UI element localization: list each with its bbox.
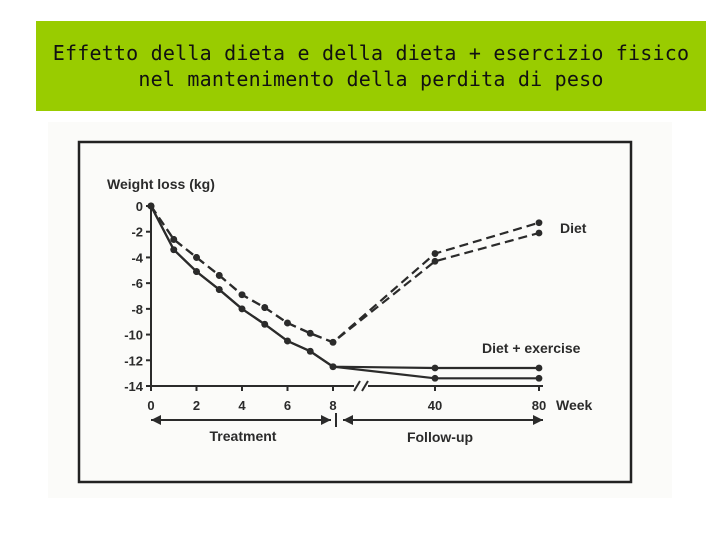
series-line-3 bbox=[150, 205, 539, 370]
chart-frame bbox=[77, 140, 633, 484]
x-tick-label: 4 bbox=[238, 398, 246, 413]
series-2-point bbox=[535, 219, 543, 227]
axis-break-mark bbox=[361, 380, 369, 392]
series-2-point bbox=[431, 250, 439, 257]
x-tick-label: 0 bbox=[147, 398, 154, 413]
series-2-point bbox=[261, 304, 269, 311]
series-2-point bbox=[329, 338, 337, 346]
followup-span-arrowhead-left bbox=[343, 415, 353, 425]
series-line-2 bbox=[150, 205, 540, 344]
series-4-point bbox=[215, 286, 223, 293]
series-2-point bbox=[215, 272, 223, 279]
y-axis-label: Weight loss (kg) bbox=[107, 176, 215, 192]
series-4-point bbox=[238, 305, 246, 313]
series-4-point bbox=[261, 320, 269, 328]
y-tick-label: -8 bbox=[131, 302, 143, 317]
y-tick-label: -12 bbox=[124, 353, 143, 368]
series-4-point bbox=[284, 337, 291, 345]
series-4-point bbox=[329, 363, 337, 371]
series-4-point bbox=[306, 347, 314, 355]
y-tick-label: -10 bbox=[124, 328, 143, 343]
series-1-point bbox=[535, 229, 543, 237]
treatment-span-arrowhead-left bbox=[151, 415, 161, 425]
followup-span-arrowhead-right bbox=[533, 415, 543, 425]
x-tick-label: 80 bbox=[532, 398, 546, 413]
x-tick-label: 8 bbox=[329, 398, 336, 413]
y-tick-label: -4 bbox=[131, 250, 143, 265]
series-4-point bbox=[170, 246, 178, 254]
axis-break-mark bbox=[353, 380, 361, 392]
y-tick-label: 0 bbox=[136, 199, 143, 214]
legend-diet-exercise-label: Diet + exercise bbox=[482, 340, 581, 356]
series-3-point bbox=[431, 364, 439, 372]
series-2-point bbox=[193, 254, 200, 261]
followup-label: Follow-up bbox=[407, 429, 473, 445]
x-tick-label: 2 bbox=[193, 398, 200, 413]
y-tick-label: -6 bbox=[131, 276, 143, 291]
x-axis-label: Week bbox=[556, 397, 593, 413]
series-2-point bbox=[306, 329, 314, 337]
series-2-point bbox=[238, 291, 246, 299]
series-line-1 bbox=[150, 205, 540, 344]
title-line-1: Effetto della dieta e della dieta + eser… bbox=[52, 41, 690, 65]
series-4-point bbox=[147, 202, 155, 210]
treatment-span-arrowhead-right bbox=[321, 415, 331, 425]
series-4-point bbox=[535, 374, 543, 382]
series-3-point bbox=[535, 364, 543, 372]
y-tick-label: -14 bbox=[124, 379, 144, 394]
x-tick-label: 6 bbox=[284, 398, 291, 413]
title-banner: Effetto della dieta e della dieta + eser… bbox=[36, 21, 706, 111]
series-4-point bbox=[431, 374, 439, 382]
treatment-label: Treatment bbox=[210, 428, 277, 444]
legend-diet-label: Diet bbox=[560, 220, 587, 236]
title-line-2: nel mantenimento della perdita di peso bbox=[138, 67, 604, 91]
x-tick-label: 40 bbox=[428, 398, 442, 413]
series-1-point bbox=[431, 257, 439, 265]
series-line-4 bbox=[150, 205, 539, 380]
series-2-point bbox=[284, 319, 291, 327]
series-2-point bbox=[170, 236, 178, 243]
chart-svg: Weight loss (kg) Week Diet Diet + exerci… bbox=[77, 140, 633, 484]
y-tick-label: -2 bbox=[131, 225, 143, 240]
series-4-point bbox=[193, 268, 200, 275]
chart-figure: Weight loss (kg) Week Diet Diet + exerci… bbox=[48, 122, 672, 498]
